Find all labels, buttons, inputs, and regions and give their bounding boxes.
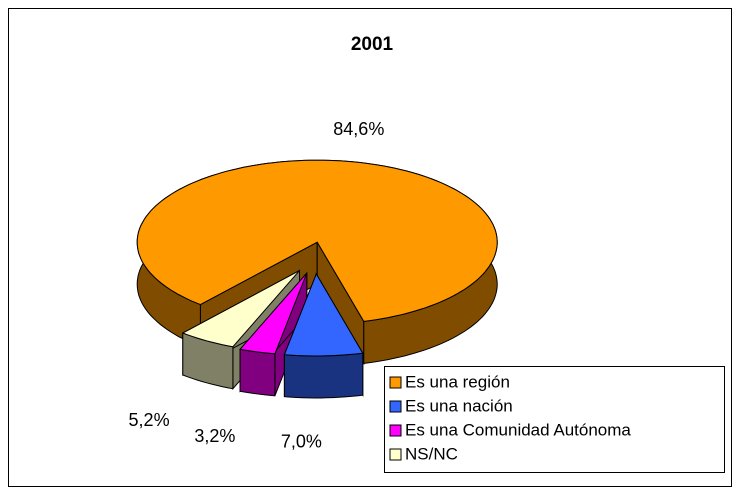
slice-top [283,272,364,357]
legend-label: Es una región [405,372,510,391]
legend-label: Es una Comunidad Autónoma [405,420,631,439]
data-label: 3,2% [194,426,235,446]
data-label: 5,2% [129,410,170,430]
slice-wall [283,352,364,399]
slice-top [239,272,308,355]
legend-label: NS/NC [405,444,458,463]
legend-swatch [389,376,402,389]
data-label: 7,0% [281,432,322,452]
data-label: 84,6% [333,119,384,139]
legend-box [384,366,725,473]
pie-slice [283,272,364,399]
slice-top [181,270,300,348]
slice-wall [239,348,276,397]
pie-slice [239,271,308,397]
slice-top [136,159,498,322]
legend-swatch [389,448,402,461]
legend-label: Es una nación [405,396,513,415]
chart-title: 2001 [351,34,394,55]
legend-swatch [389,400,402,413]
legend-swatch [389,424,402,437]
